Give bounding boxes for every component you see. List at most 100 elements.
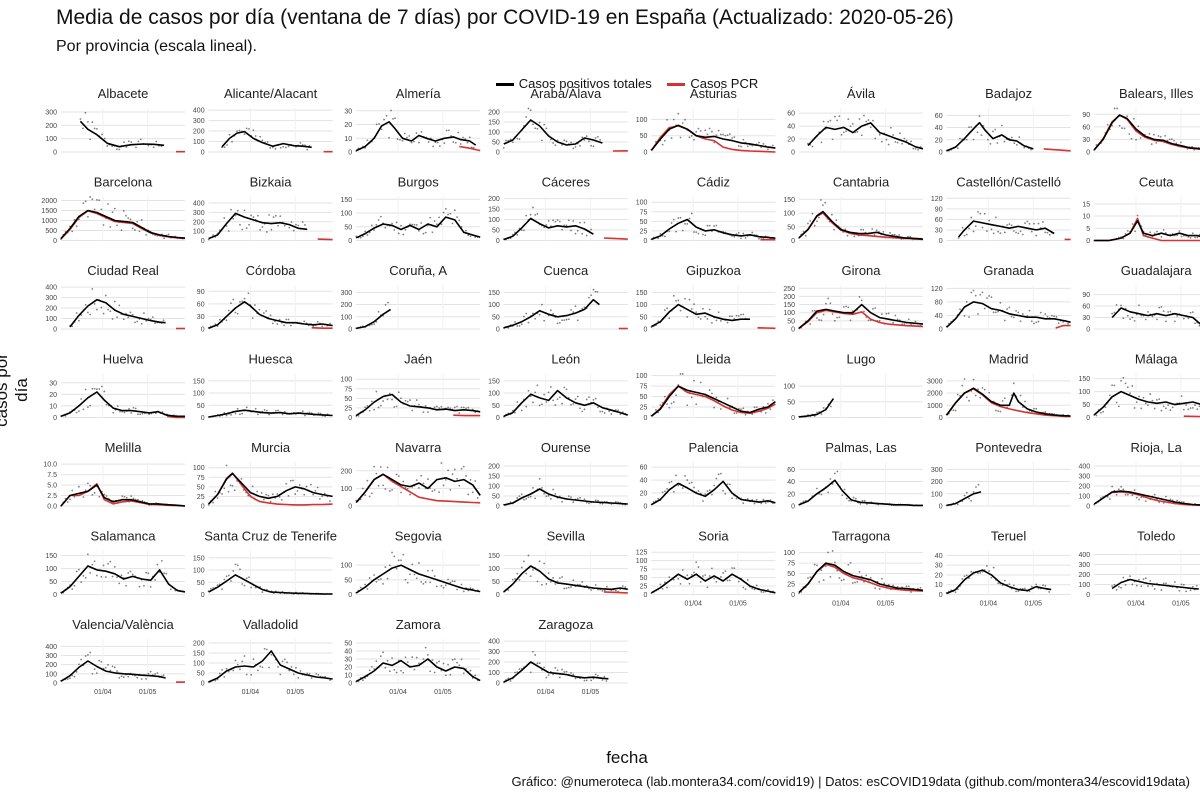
daily-point [663, 490, 666, 493]
daily-point [708, 224, 711, 227]
daily-point [1017, 232, 1020, 235]
daily-point [1042, 584, 1044, 587]
x-tick-label: 01/05 [286, 689, 304, 696]
series-line-total [60, 484, 186, 507]
daily-point [684, 475, 686, 477]
daily-point [269, 500, 272, 503]
daily-point [400, 224, 402, 227]
daily-point [289, 479, 292, 482]
daily-point [744, 413, 747, 416]
daily-point [905, 139, 908, 142]
y-tick-label: 150 [783, 302, 795, 309]
facet-title: Palmas, Las [825, 440, 897, 455]
daily-point [113, 207, 116, 210]
daily-point [514, 578, 516, 580]
daily-point [1117, 488, 1120, 491]
daily-point [872, 307, 874, 310]
daily-point [690, 308, 693, 310]
daily-point [125, 146, 128, 148]
daily-point [570, 141, 572, 144]
daily-point [391, 551, 393, 554]
facet-title: Palencia [688, 440, 739, 455]
daily-point [95, 388, 98, 391]
daily-point [907, 235, 909, 238]
daily-point [1122, 237, 1125, 240]
daily-point [105, 495, 108, 497]
y-tick-label: 2000 [927, 391, 943, 398]
daily-point [281, 413, 284, 416]
daily-point [679, 216, 682, 219]
daily-point [1053, 315, 1056, 318]
daily-point [383, 118, 385, 121]
y-tick-label: 40 [935, 125, 943, 132]
daily-point [708, 127, 711, 130]
daily-point [728, 483, 731, 486]
daily-point [453, 468, 456, 471]
y-tick-label: 100 [193, 568, 205, 575]
daily-point [679, 309, 682, 312]
daily-point [312, 325, 315, 328]
daily-point [140, 219, 143, 221]
series-line-total [946, 301, 1071, 328]
y-tick-label: 50 [787, 318, 795, 325]
daily-point [865, 120, 868, 123]
daily-point [1167, 311, 1170, 313]
daily-point [681, 122, 684, 124]
daily-point [872, 119, 874, 122]
daily-point [852, 496, 855, 499]
y-tick-label: 400 [193, 108, 205, 115]
daily-point [1173, 320, 1176, 323]
daily-point [1151, 585, 1154, 587]
y-tick-label: 50 [787, 224, 795, 231]
daily-point [735, 412, 738, 414]
daily-point [764, 502, 767, 504]
daily-point [898, 132, 901, 135]
daily-point [516, 497, 519, 499]
daily-point [415, 224, 418, 226]
daily-point [451, 222, 454, 225]
daily-point [252, 216, 255, 218]
legend-item-pcr: Casos PCR [667, 76, 758, 91]
daily-point [69, 677, 71, 680]
daily-point [400, 397, 402, 400]
daily-point [75, 411, 78, 414]
daily-point [261, 139, 264, 142]
y-tick-label: 150 [783, 197, 795, 204]
daily-point [1137, 125, 1140, 128]
daily-point [972, 490, 975, 493]
y-tick-label: 10 [1082, 214, 1090, 221]
daily-point [1128, 133, 1131, 135]
daily-point [601, 590, 604, 592]
daily-point [1023, 146, 1026, 149]
daily-point [403, 132, 406, 135]
daily-point [1162, 405, 1165, 408]
daily-point [1120, 586, 1122, 589]
y-tick-label: 100 [488, 130, 500, 137]
daily-point [370, 323, 373, 326]
daily-point [453, 580, 456, 583]
daily-point [451, 473, 454, 476]
daily-point [1026, 220, 1029, 223]
daily-point [977, 211, 979, 213]
daily-point [581, 581, 584, 583]
y-tick-label: 50 [492, 314, 500, 321]
daily-point [413, 223, 416, 226]
daily-point [536, 127, 539, 130]
daily-point [406, 661, 409, 664]
daily-point [659, 583, 662, 586]
daily-point [422, 482, 425, 485]
daily-point [1165, 582, 1167, 585]
daily-point [755, 498, 758, 501]
daily-point [101, 133, 103, 136]
y-tick-label: 200 [1079, 572, 1091, 579]
facet-title: Cantabria [833, 175, 890, 190]
daily-point [310, 483, 312, 486]
daily-point [281, 660, 284, 663]
daily-point [241, 412, 244, 415]
daily-point [212, 587, 214, 589]
